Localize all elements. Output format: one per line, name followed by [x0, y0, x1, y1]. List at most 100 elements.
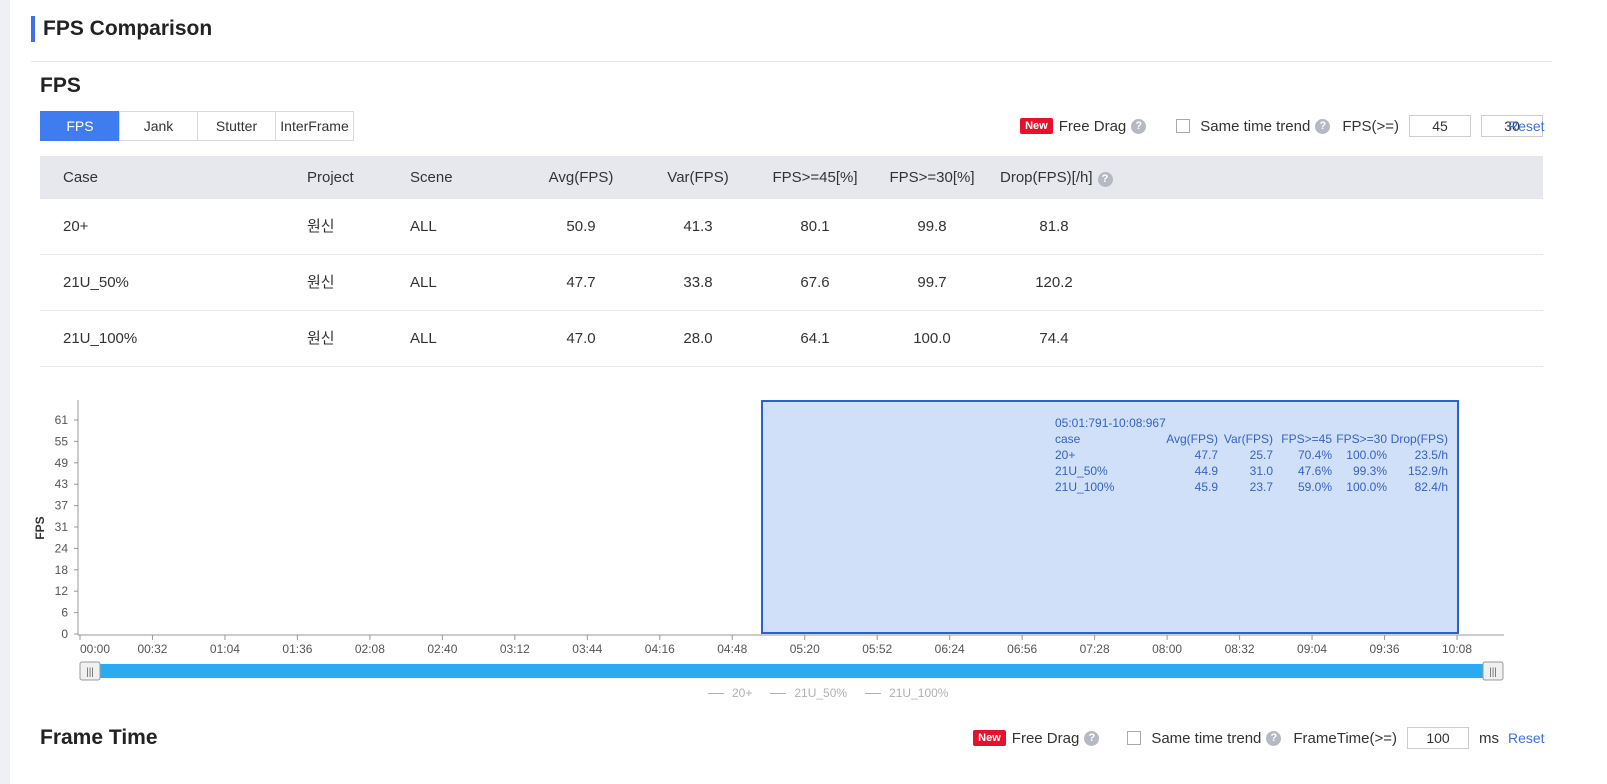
selection-cell: 21U_50%	[1055, 464, 1108, 478]
reset-link[interactable]: Reset	[1508, 730, 1545, 746]
y-tick-label: 49	[55, 456, 69, 470]
reset-link[interactable]: Reset	[1508, 118, 1545, 134]
tab-interframe[interactable]: InterFrame	[275, 111, 354, 141]
table-cell: 21U_50%	[63, 274, 129, 291]
fps-threshold-2-input[interactable]	[1481, 115, 1543, 137]
zoom-slider-grip: |||	[1489, 667, 1497, 678]
selection-header-cell: FPS>=30	[1336, 432, 1387, 446]
table-cell: 41.3	[683, 218, 713, 235]
same-time-trend-checkbox[interactable]	[1127, 731, 1142, 745]
selection-cell: 59.0%	[1298, 480, 1332, 494]
selection-header-cell: Avg(FPS)	[1166, 432, 1218, 446]
x-tick-label: 07:28	[1080, 642, 1110, 656]
x-tick-label: 09:04	[1297, 642, 1327, 656]
header-divider	[31, 61, 1552, 62]
col-avg-fps[interactable]: Avg(FPS)	[548, 169, 614, 186]
x-tick-label: 03:44	[572, 642, 602, 656]
y-tick-label: 43	[55, 477, 69, 491]
table-cell: 80.1	[800, 218, 830, 235]
legend-item[interactable]: 20+	[708, 686, 752, 700]
same-time-trend-label: Same time trend	[1200, 117, 1311, 135]
help-icon[interactable]: ?	[1097, 172, 1113, 187]
table-cell: 99.8	[917, 218, 947, 235]
col-scene[interactable]: Scene	[410, 169, 453, 186]
legend-line	[708, 692, 724, 694]
x-tick-label: 08:32	[1225, 642, 1255, 656]
y-tick-label: 31	[55, 520, 69, 534]
selection-range: 05:01:791-10:08:967	[1055, 416, 1166, 430]
selection-header-cell: FPS>=45	[1281, 432, 1332, 446]
col-case[interactable]: Case	[63, 169, 99, 186]
zoom-slider-grip: |||	[86, 667, 94, 678]
x-tick-label: 00:32	[137, 642, 167, 656]
free-drag-label[interactable]: Free Drag	[1058, 117, 1127, 135]
table-row: 21U_50% 원신 ALL 47.7 33.8 67.6 99.7 120.2	[40, 255, 1543, 311]
selection-cell: 25.7	[1250, 448, 1274, 462]
y-tick-label: 61	[55, 413, 69, 427]
selection-cell: 23.5/h	[1415, 448, 1448, 462]
table-cell: 64.1	[800, 330, 830, 347]
help-icon[interactable]: ?	[1266, 730, 1282, 746]
col-project[interactable]: Project	[307, 169, 354, 186]
selection-cell: 99.3%	[1353, 464, 1387, 478]
zoom-slider-track	[80, 664, 1502, 678]
help-icon[interactable]: ?	[1084, 730, 1100, 746]
selection-cell: 100.0%	[1346, 448, 1387, 462]
left-rail	[0, 0, 10, 784]
selection-area	[761, 400, 1459, 634]
tab-stutter[interactable]: Stutter	[197, 111, 276, 141]
same-time-trend-checkbox[interactable]	[1176, 119, 1191, 133]
table-cell: ALL	[410, 218, 437, 235]
x-tick-label: 00:00	[80, 642, 110, 656]
col-fps-45[interactable]: FPS>=45[%]	[772, 169, 858, 186]
table-cell: 81.8	[1039, 218, 1069, 235]
fps-table: Case Project Scene Avg(FPS) Var(FPS) FPS…	[40, 156, 1543, 367]
frametime-unit: ms	[1479, 729, 1499, 747]
selection-header-cell: Var(FPS)	[1224, 432, 1273, 446]
frametime-threshold-input[interactable]	[1407, 727, 1469, 749]
col-fps-30[interactable]: FPS>=30[%]	[889, 169, 975, 186]
x-tick-label: 01:04	[210, 642, 240, 656]
help-icon[interactable]: ?	[1315, 118, 1331, 134]
table-cell: 74.4	[1039, 330, 1069, 347]
fps-toolbar: New Free Drag ? Same time trend ? FPS(>=…	[1020, 111, 1543, 141]
table-cell: 47.7	[566, 274, 596, 291]
page-title: FPS Comparison	[31, 16, 212, 42]
col-drop-fps[interactable]: Drop(FPS)[/h]?	[1000, 156, 1113, 199]
selection-cell: 100.0%	[1346, 480, 1387, 494]
x-tick-label: 05:52	[862, 642, 892, 656]
x-tick-label: 03:12	[500, 642, 530, 656]
legend-item[interactable]: 21U_50%	[770, 686, 847, 700]
x-tick-label: 06:56	[1007, 642, 1037, 656]
fps-chart: 0 6 12 18 24 31 37 43 49 55 61 FPS 00:00 00:32 01:04 01…	[33, 400, 1504, 681]
help-icon[interactable]: ?	[1131, 118, 1147, 134]
legend-line	[770, 692, 787, 694]
table-cell: ALL	[410, 274, 437, 291]
frame-time-section-title: Frame Time	[40, 726, 158, 749]
table-cell: 원신	[307, 274, 335, 291]
fps-threshold-1-input[interactable]	[1409, 115, 1471, 137]
y-tick-label: 6	[61, 606, 68, 620]
x-tick-label: 05:20	[790, 642, 820, 656]
col-drop-fps-label: Drop(FPS)[/h]	[1000, 169, 1093, 186]
table-cell: 100.0	[913, 330, 951, 347]
tab-fps[interactable]: FPS	[40, 111, 120, 141]
x-tick-label: 06:24	[935, 642, 965, 656]
selection-cell: 44.9	[1195, 464, 1219, 478]
free-drag-label[interactable]: Free Drag	[1011, 729, 1080, 747]
fps-threshold-label: FPS(>=)	[1342, 117, 1399, 135]
selection-header-cell: case	[1055, 432, 1081, 446]
col-var-fps[interactable]: Var(FPS)	[667, 169, 729, 186]
table-row: 20+ 원신 ALL 50.9 41.3 80.1 99.8 81.8	[40, 199, 1543, 255]
tab-jank[interactable]: Jank	[119, 111, 198, 141]
frame-time-toolbar: New Free Drag ? Same time trend ? FrameT…	[973, 723, 1499, 753]
selection-cell: 31.0	[1250, 464, 1274, 478]
x-tick-label: 02:08	[355, 642, 385, 656]
y-axis-label: FPS	[33, 516, 47, 539]
x-tick-label: 01:36	[282, 642, 312, 656]
y-tick-label: 24	[55, 541, 69, 555]
chart-legend: 20+ 21U_50% 21U_100%	[708, 686, 966, 700]
selection-cell: 152.9/h	[1408, 464, 1448, 478]
legend-label: 20+	[732, 686, 753, 700]
legend-item[interactable]: 21U_100%	[865, 686, 948, 700]
